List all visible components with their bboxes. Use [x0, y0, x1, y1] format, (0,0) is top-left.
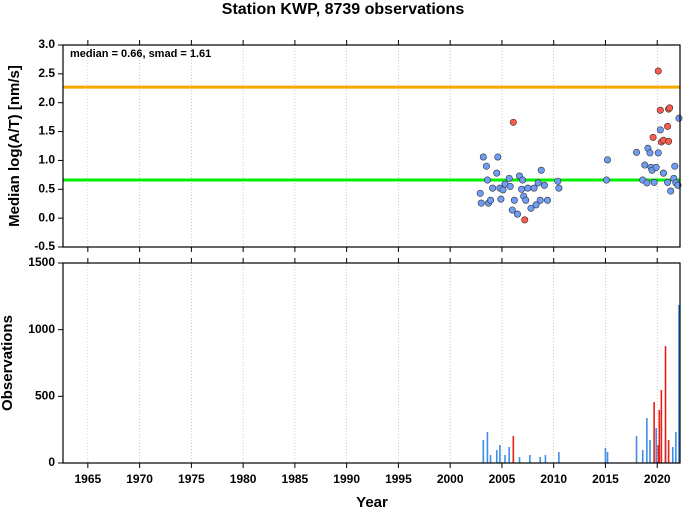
point	[519, 176, 527, 184]
point	[540, 181, 548, 189]
point	[602, 176, 610, 184]
y-tick-label: 3.0	[38, 37, 55, 51]
point	[666, 104, 674, 112]
x-tick-label: 2005	[489, 472, 516, 486]
point	[536, 196, 544, 204]
point	[656, 126, 664, 134]
point	[493, 169, 501, 177]
x-tick-label: 2020	[644, 472, 671, 486]
point	[477, 199, 485, 207]
y-axis-label: Median log(A/T) [nm/s]	[6, 65, 23, 227]
point	[654, 149, 662, 157]
point	[649, 133, 657, 141]
x-tick-label: 1975	[178, 472, 205, 486]
point	[667, 187, 675, 195]
point	[506, 182, 514, 190]
x-tick-label: 2010	[540, 472, 567, 486]
point	[530, 184, 538, 192]
y-tick-label: 2.5	[38, 66, 55, 80]
y-tick-label: 0.5	[38, 181, 55, 195]
y-tick-label: 1.5	[38, 124, 55, 138]
plot-frame	[62, 44, 681, 248]
point	[487, 196, 495, 204]
chart-title: Station KWP, 8739 observations	[222, 1, 465, 18]
point	[534, 179, 542, 187]
point	[476, 189, 484, 197]
point	[497, 195, 505, 203]
y-tick-label: 1500	[28, 255, 55, 269]
point	[665, 137, 673, 145]
point	[604, 156, 612, 164]
point	[643, 179, 651, 187]
point	[641, 161, 649, 169]
y-tick-label: 0.0	[38, 210, 55, 224]
point	[656, 106, 664, 114]
point	[554, 177, 562, 185]
plot-frame	[62, 262, 681, 464]
point	[508, 206, 516, 214]
y-tick-label: 0	[48, 455, 55, 469]
point	[675, 114, 683, 122]
y-tick-label: 1.0	[38, 153, 55, 167]
point	[524, 184, 532, 192]
point	[555, 184, 563, 192]
point	[483, 176, 491, 184]
point	[505, 174, 513, 182]
point	[509, 118, 517, 126]
point	[650, 178, 658, 186]
x-tick-label: 1980	[230, 472, 257, 486]
x-tick-label: 1970	[126, 472, 153, 486]
point	[510, 196, 518, 204]
y-tick-label: 1000	[28, 322, 55, 336]
point	[518, 185, 526, 193]
point	[671, 162, 679, 170]
point	[654, 67, 662, 75]
point	[633, 148, 641, 156]
point	[543, 196, 551, 204]
x-tick-label: 2000	[437, 472, 464, 486]
x-axis-label: Year	[356, 494, 388, 511]
point	[499, 186, 507, 194]
y-tick-label: 500	[35, 389, 55, 403]
point	[532, 201, 540, 209]
x-tick-label: 1965	[74, 472, 101, 486]
point	[489, 184, 497, 192]
point	[537, 166, 545, 174]
point	[522, 196, 530, 204]
x-tick-label: 1985	[282, 472, 309, 486]
annotation: median = 0.66, smad = 1.61	[70, 48, 211, 60]
y-tick-label: 2.0	[38, 95, 55, 109]
x-tick-label: 1995	[385, 472, 412, 486]
point	[494, 153, 502, 161]
point	[664, 122, 672, 130]
point	[527, 204, 535, 212]
point	[479, 153, 487, 161]
x-tick-label: 1990	[333, 472, 360, 486]
point	[659, 169, 667, 177]
point	[646, 149, 654, 157]
point	[482, 162, 490, 170]
point	[521, 216, 529, 224]
y-tick-label: -0.5	[34, 239, 55, 253]
y-axis-label: Observations	[0, 315, 16, 411]
point	[664, 178, 672, 186]
point	[513, 210, 521, 218]
point	[652, 163, 660, 171]
x-tick-label: 2015	[592, 472, 619, 486]
